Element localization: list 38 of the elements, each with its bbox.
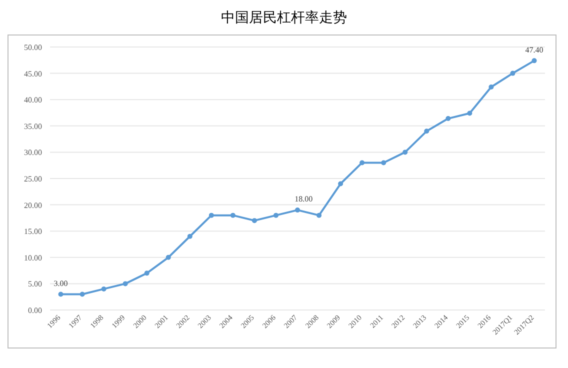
y-tick-label: 20.00: [24, 200, 42, 210]
point: [295, 208, 300, 213]
point: [144, 270, 150, 276]
point: [80, 292, 85, 297]
point: [101, 286, 106, 292]
data-label: 47.40: [525, 46, 544, 55]
point: [187, 234, 192, 239]
point: [424, 128, 430, 134]
y-tick-label: 45.00: [24, 69, 42, 78]
data-label: 18.00: [294, 194, 313, 204]
y-tick-label: 25.00: [24, 174, 42, 184]
y-tick-label: 40.00: [24, 96, 42, 105]
point: [446, 116, 451, 122]
y-tick-label: 0.00: [28, 306, 42, 315]
chart-title: 中国居民杠杆率走势: [221, 9, 347, 25]
point: [402, 150, 408, 155]
point: [252, 218, 257, 224]
point: [122, 281, 128, 286]
y-tick-label: 10.00: [24, 253, 42, 262]
y-tick-label: 35.00: [24, 122, 42, 131]
y-tick-label: 50.00: [24, 43, 42, 52]
y-tick-label: 30.00: [24, 148, 42, 158]
point: [338, 181, 344, 186]
point: [316, 212, 322, 218]
point: [488, 84, 494, 90]
data-label: 3.00: [54, 279, 68, 288]
point: [381, 160, 386, 166]
point: [58, 292, 64, 297]
point: [532, 58, 537, 64]
point: [467, 110, 472, 116]
y-tick-label: 5.00: [28, 280, 42, 289]
point: [510, 70, 516, 76]
point: [230, 212, 236, 218]
point: [360, 160, 365, 166]
y-tick-label: 15.00: [24, 227, 42, 236]
point: [166, 254, 171, 260]
point: [273, 212, 278, 218]
point: [208, 212, 214, 218]
